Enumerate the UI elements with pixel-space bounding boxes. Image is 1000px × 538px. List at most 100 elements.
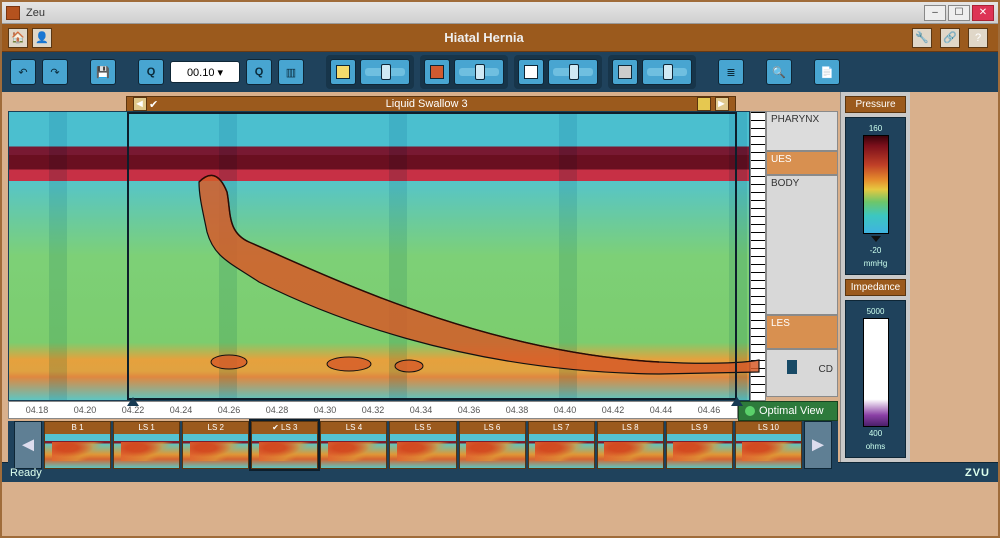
iso-contour-group-3 bbox=[514, 55, 602, 89]
filmstrip-thumb[interactable]: LS 5 bbox=[389, 421, 456, 469]
filmstrip-thumb[interactable]: B 1 bbox=[44, 421, 111, 469]
filmstrip-thumb-image bbox=[252, 434, 317, 468]
zoom-out-button[interactable]: Q bbox=[138, 59, 164, 85]
legend-panel: Pressure 160 -20 mmHg Impedance 5000 400… bbox=[840, 92, 910, 462]
color-d-button[interactable] bbox=[612, 59, 638, 85]
header-bar: 🏠 👤 Hiatal Hernia 🔧 🔗 ? bbox=[2, 24, 998, 52]
pressure-marker-icon[interactable] bbox=[871, 236, 881, 242]
filmstrip-thumb[interactable]: LS 10 bbox=[735, 421, 802, 469]
filmstrip-thumb-image bbox=[460, 434, 525, 468]
filmstrip-thumb[interactable]: LS 6 bbox=[459, 421, 526, 469]
flag-icon[interactable] bbox=[697, 97, 711, 111]
filmstrip-thumb-label: LS 5 bbox=[390, 422, 455, 434]
filmstrip-thumb-image bbox=[183, 434, 248, 468]
selection-titlebar: ◄ ✔ Liquid Swallow 3 ► bbox=[126, 96, 736, 111]
filmstrip-thumb-label: LS 8 bbox=[598, 422, 663, 434]
anatomy-body[interactable]: BODY bbox=[766, 175, 838, 315]
color-a-button[interactable] bbox=[330, 59, 356, 85]
save-button[interactable]: 💾 bbox=[90, 59, 116, 85]
help-button[interactable]: ? bbox=[968, 28, 988, 48]
pressure-legend-title: Pressure bbox=[845, 96, 906, 113]
app-name: Zeu bbox=[26, 7, 45, 19]
filmstrip-thumb-image bbox=[45, 434, 110, 468]
filmstrip-thumb-image bbox=[667, 434, 732, 468]
slider-a[interactable] bbox=[360, 59, 410, 85]
anatomy-les[interactable]: LES bbox=[766, 315, 838, 349]
filmstrip-thumb-label: LS 6 bbox=[460, 422, 525, 434]
patient-button[interactable]: 👤 bbox=[32, 28, 52, 48]
slider-b[interactable] bbox=[454, 59, 504, 85]
pressure-colorbar[interactable] bbox=[863, 135, 889, 234]
list-button[interactable]: ≣ bbox=[718, 59, 744, 85]
window-close-button[interactable]: ✕ bbox=[972, 5, 994, 21]
manometry-plot[interactable] bbox=[8, 111, 750, 401]
filmstrip-thumb-label: LS 10 bbox=[736, 422, 801, 434]
document-button[interactable]: 📄 bbox=[814, 59, 840, 85]
window-titlebar: Zeu – ☐ ✕ bbox=[2, 2, 998, 24]
anatomy-ues[interactable]: UES bbox=[766, 151, 838, 175]
brand-label: ZVU bbox=[965, 467, 990, 479]
anatomy-column: PHARYNX UES BODY LES CD bbox=[766, 111, 838, 401]
search-button[interactable]: 🔍 bbox=[766, 59, 792, 85]
selection-end-handle[interactable] bbox=[731, 397, 743, 406]
filmstrip-thumb[interactable]: LS 9 bbox=[666, 421, 733, 469]
anatomy-cd[interactable]: CD bbox=[766, 349, 838, 397]
prev-swallow-button[interactable]: ◄ bbox=[133, 97, 147, 111]
filmstrip-prev-button[interactable]: ◄ bbox=[14, 421, 42, 469]
impedance-legend: 5000 400 ohms bbox=[845, 300, 906, 458]
zoom-in-button[interactable]: Q bbox=[246, 59, 272, 85]
app-icon bbox=[6, 6, 20, 20]
selection-box[interactable] bbox=[127, 112, 737, 400]
plot-column: ◄ ✔ Liquid Swallow 3 ► bbox=[2, 92, 840, 462]
filmstrip-thumb-label: LS 2 bbox=[183, 422, 248, 434]
filmstrip: ◄ B 1 LS 1 LS 2 ✔ LS 3 LS 4 LS 5 LS 6LS 7LS 8 L… bbox=[8, 421, 838, 469]
time-window-input[interactable]: 00.10 ▾ bbox=[170, 61, 240, 83]
filmstrip-next-button[interactable]: ► bbox=[804, 421, 832, 469]
main-area: ◄ ✔ Liquid Swallow 3 ► bbox=[2, 92, 998, 462]
optimal-view-indicator-icon bbox=[745, 406, 755, 416]
cd-marker-handle[interactable] bbox=[787, 360, 797, 374]
filmstrip-thumb[interactable]: ✔ LS 3 bbox=[251, 421, 318, 469]
window-minimize-button[interactable]: – bbox=[924, 5, 946, 21]
filmstrip-thumb[interactable]: LS 1 bbox=[113, 421, 180, 469]
iso-contour-group-1 bbox=[326, 55, 414, 89]
filmstrip-thumb[interactable]: LS 4 bbox=[320, 421, 387, 469]
filmstrip-thumb[interactable]: LS 7 bbox=[528, 421, 595, 469]
filmstrip-thumb-label: LS 4 bbox=[321, 422, 386, 434]
selection-start-handle[interactable] bbox=[127, 397, 139, 406]
filmstrip-thumb-image bbox=[736, 434, 801, 468]
filmstrip-thumb-label: ✔ LS 3 bbox=[252, 422, 317, 434]
view-mode-button[interactable]: ▥ bbox=[278, 59, 304, 85]
next-swallow-button[interactable]: ► bbox=[715, 97, 729, 111]
status-text: Ready bbox=[10, 467, 42, 479]
impedance-colorbar[interactable] bbox=[863, 318, 889, 427]
filmstrip-track: B 1 LS 1 LS 2 ✔ LS 3 LS 4 LS 5 LS 6LS 7LS 8 LS … bbox=[44, 421, 802, 469]
filmstrip-thumb-image bbox=[321, 434, 386, 468]
selection-title: Liquid Swallow 3 bbox=[158, 98, 695, 110]
optimal-view-button[interactable]: Optimal View bbox=[738, 401, 838, 421]
redo-button[interactable]: ↷ bbox=[42, 59, 68, 85]
filmstrip-thumb[interactable]: LS 8 bbox=[597, 421, 664, 469]
filmstrip-thumb-label: B 1 bbox=[45, 422, 110, 434]
study-title: Hiatal Hernia bbox=[56, 30, 912, 45]
iso-contour-group-2 bbox=[420, 55, 508, 89]
tools-button[interactable]: 🔧 bbox=[912, 28, 932, 48]
filmstrip-thumb-image bbox=[598, 434, 663, 468]
undo-button[interactable]: ↶ bbox=[10, 59, 36, 85]
color-b-button[interactable] bbox=[424, 59, 450, 85]
color-c-button[interactable] bbox=[518, 59, 544, 85]
slider-c[interactable] bbox=[548, 59, 598, 85]
filmstrip-thumb-image bbox=[529, 434, 594, 468]
pressure-legend: 160 -20 mmHg bbox=[845, 117, 906, 275]
impedance-legend-title: Impedance bbox=[845, 279, 906, 296]
anatomy-pharynx[interactable]: PHARYNX bbox=[766, 111, 838, 151]
home-button[interactable]: 🏠 bbox=[8, 28, 28, 48]
window-maximize-button[interactable]: ☐ bbox=[948, 5, 970, 21]
filmstrip-thumb-label: LS 9 bbox=[667, 422, 732, 434]
slider-d[interactable] bbox=[642, 59, 692, 85]
main-toolbar: ↶ ↷ 💾 Q 00.10 ▾ Q ▥ ≣ 🔍 📄 bbox=[2, 52, 998, 92]
iso-contour-group-4 bbox=[608, 55, 696, 89]
link-button[interactable]: 🔗 bbox=[940, 28, 960, 48]
filmstrip-thumb-label: LS 1 bbox=[114, 422, 179, 434]
filmstrip-thumb[interactable]: LS 2 bbox=[182, 421, 249, 469]
